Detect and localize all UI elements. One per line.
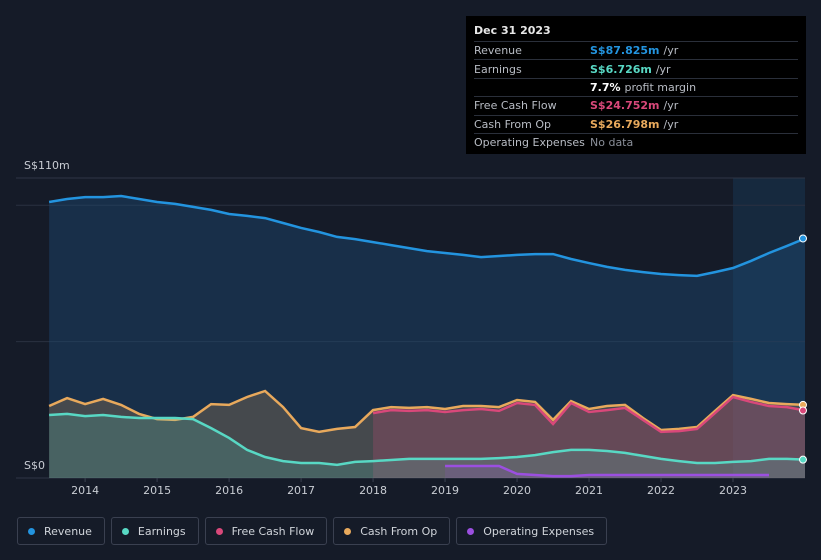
- tooltip: Dec 31 2023 Revenue S$87.825m/yr Earnings S…: [466, 16, 806, 154]
- x-tick-label: 2014: [71, 484, 99, 497]
- tooltip-value: S$6.726m: [590, 62, 652, 76]
- series-area: [49, 413, 805, 478]
- x-tick-label: 2015: [143, 484, 171, 497]
- series-area: [49, 196, 805, 478]
- tooltip-row: Revenue S$87.825m/yr: [474, 41, 798, 59]
- tooltip-row: 7.7% profit margin: [474, 77, 798, 96]
- tooltip-unit: /yr: [655, 62, 671, 76]
- tooltip-unit: /yr: [663, 99, 679, 113]
- chart: S$0 S$110m 2014 2015 2016 2017 2018 2019 2020 202…: [16, 159, 807, 497]
- legend-dot: [344, 527, 352, 535]
- y-tick-label: S$0: [24, 459, 45, 472]
- tooltip-rows: Revenue S$87.825m/yr Earnings S$6.726m/yr 7.…: [474, 41, 798, 151]
- x-tick-label: 2022: [647, 484, 675, 497]
- series-area: [49, 391, 805, 478]
- x-tick-label: 2017: [287, 484, 315, 497]
- legend-dot: [467, 527, 475, 535]
- tooltip-label: Revenue: [474, 44, 522, 58]
- legend-item[interactable]: Cash From Op: [333, 517, 451, 545]
- y-tick-label: S$110m: [24, 159, 70, 172]
- legend-label: Cash From Op: [360, 524, 438, 538]
- x-tick-label: 2019: [431, 484, 459, 497]
- legend-label: Free Cash Flow: [231, 524, 315, 538]
- tooltip-unit: /yr: [663, 117, 679, 131]
- series-line: [49, 412, 806, 467]
- highlight-band: [733, 178, 805, 478]
- x-tick-label: 2016: [215, 484, 243, 497]
- tooltip-date: Dec 31 2023: [474, 24, 551, 37]
- legend-item[interactable]: Revenue: [17, 517, 105, 545]
- tooltip-row: Free Cash Flow S$24.752m/yr: [474, 96, 798, 114]
- legend-label: Revenue: [44, 524, 92, 538]
- series-line: [445, 464, 770, 478]
- x-tick-label: 2020: [503, 484, 531, 497]
- legend-dot: [215, 527, 223, 535]
- series-line: [372, 395, 806, 434]
- legend-dot: [121, 527, 129, 535]
- end-point: [799, 455, 807, 464]
- tooltip-label: Earnings: [474, 62, 522, 76]
- tooltip-value: S$26.798m: [590, 117, 660, 131]
- tooltip-row: Cash From Op S$26.798m/yr: [474, 114, 798, 133]
- x-tick-label: 2021: [575, 484, 603, 497]
- end-point: [799, 234, 807, 243]
- legend-label: Earnings: [137, 524, 186, 538]
- tooltip-row: Operating Expenses No data: [474, 132, 798, 151]
- x-tick-label: 2023: [719, 484, 747, 497]
- tooltip-row: Earnings S$6.726m/yr: [474, 59, 798, 77]
- tooltip-value: S$24.752m: [590, 99, 660, 113]
- x-tick-label: 2018: [359, 484, 387, 497]
- margin-text: profit margin: [624, 80, 697, 94]
- series-line: [48, 389, 806, 434]
- tooltip-value: No data: [590, 136, 634, 150]
- tooltip-unit: /yr: [663, 44, 679, 58]
- end-point: [799, 406, 807, 415]
- legend-item[interactable]: Free Cash Flow: [204, 517, 328, 545]
- legend-item[interactable]: Earnings: [110, 517, 199, 545]
- series-line: [48, 194, 806, 278]
- legend: Revenue Earnings Free Cash Flow Cash From O…: [17, 517, 608, 545]
- tooltip-value: S$87.825m: [590, 44, 660, 58]
- legend-label: Operating Expenses: [483, 524, 595, 538]
- legend-dot: [28, 527, 35, 535]
- tooltip-label: Operating Expenses: [474, 136, 585, 150]
- tooltip-label: Cash From Op: [474, 117, 552, 131]
- tooltip-label: Free Cash Flow: [474, 99, 557, 113]
- margin-value: 7.7%: [590, 80, 621, 94]
- legend-item[interactable]: Operating Expenses: [456, 517, 608, 545]
